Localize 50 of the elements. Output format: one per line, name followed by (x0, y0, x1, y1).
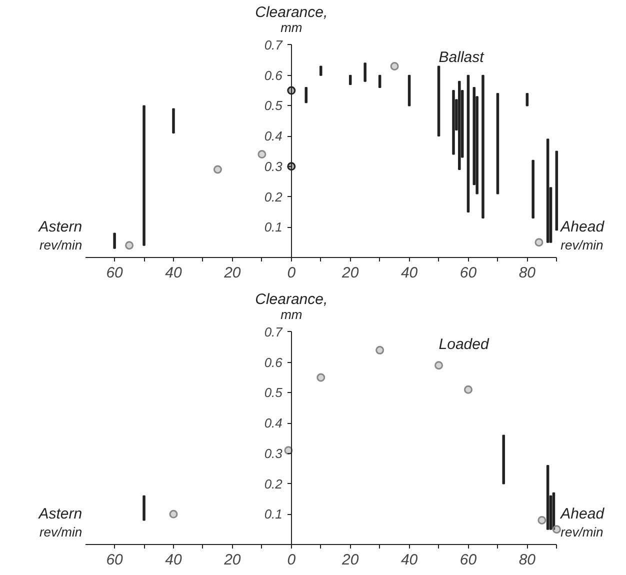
x-tick-label: 20 (223, 264, 242, 282)
x-tick-label: 60 (460, 552, 478, 568)
chart-title: Loaded (438, 336, 490, 354)
x-tick-label: 60 (106, 264, 124, 282)
point (213, 165, 222, 174)
chart-title: Ballast (438, 49, 485, 66)
y-tick-label: 0.5 (264, 385, 284, 400)
point (390, 62, 399, 70)
point (538, 516, 546, 524)
x-tick-label: 80 (518, 552, 536, 568)
point (534, 238, 544, 247)
x-tick-label: 80 (518, 264, 536, 282)
y-tick-label: 0.6 (264, 354, 284, 370)
y-tick-label: 0.1 (264, 220, 282, 235)
x-tick-label: 40 (165, 552, 182, 568)
point (376, 346, 384, 354)
x-tick-label: 20 (223, 552, 242, 568)
x-tick-label: 20 (341, 264, 360, 282)
y-tick-label: 0.2 (264, 189, 284, 204)
y-tick-label: 0.3 (264, 446, 284, 461)
y-tick-label: 0.3 (264, 158, 284, 174)
point (464, 385, 472, 394)
y-tick-label: 0.4 (264, 416, 282, 431)
y-tick-label: 0.6 (264, 68, 284, 83)
point (434, 361, 444, 370)
x-tick-label: 0 (287, 552, 296, 568)
x-tick-label: 40 (400, 264, 418, 282)
point (169, 510, 178, 518)
y-tick-label: 0.7 (264, 37, 284, 52)
x-tick-label: 60 (106, 552, 124, 568)
y-tick-label: 0.7 (264, 324, 284, 340)
text: Astern rev/min (38, 218, 82, 252)
y-axis-title: Clearance, mm (255, 4, 328, 35)
point (316, 373, 326, 382)
y-tick-label: 0.5 (264, 98, 284, 114)
y-tick-label: 0.1 (264, 506, 282, 522)
y-axis-title: Clearance, mm (255, 290, 328, 322)
x-tick-label: 20 (341, 552, 360, 568)
x-tick-label: 0 (287, 264, 296, 282)
point (125, 241, 134, 250)
x-tick-label: 40 (400, 552, 418, 568)
y-tick-label: 0.4 (264, 128, 282, 144)
point (258, 150, 266, 159)
x-tick-label: 40 (165, 264, 182, 282)
text: Ahead rev/min (560, 506, 605, 540)
x-tick-label: 60 (460, 264, 478, 282)
point (552, 525, 561, 534)
y-tick-label: 0.2 (264, 476, 284, 492)
text: Astern rev/min (38, 506, 82, 540)
text: Ahead rev/min (560, 218, 605, 252)
